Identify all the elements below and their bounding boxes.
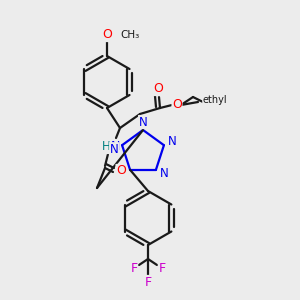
Text: ethyl: ethyl — [203, 95, 227, 105]
Text: O: O — [102, 28, 112, 41]
Text: O: O — [172, 98, 182, 112]
Text: N: N — [160, 167, 168, 180]
Text: F: F — [130, 262, 138, 275]
Text: F: F — [158, 262, 166, 275]
Text: H: H — [102, 140, 110, 154]
Text: CH₃: CH₃ — [120, 30, 139, 40]
Text: F: F — [144, 275, 152, 289]
Text: O: O — [116, 164, 126, 178]
Text: N: N — [139, 116, 147, 128]
Text: N: N — [110, 143, 118, 156]
Text: N: N — [167, 135, 176, 148]
Text: O: O — [153, 82, 163, 95]
Text: N: N — [110, 140, 120, 154]
